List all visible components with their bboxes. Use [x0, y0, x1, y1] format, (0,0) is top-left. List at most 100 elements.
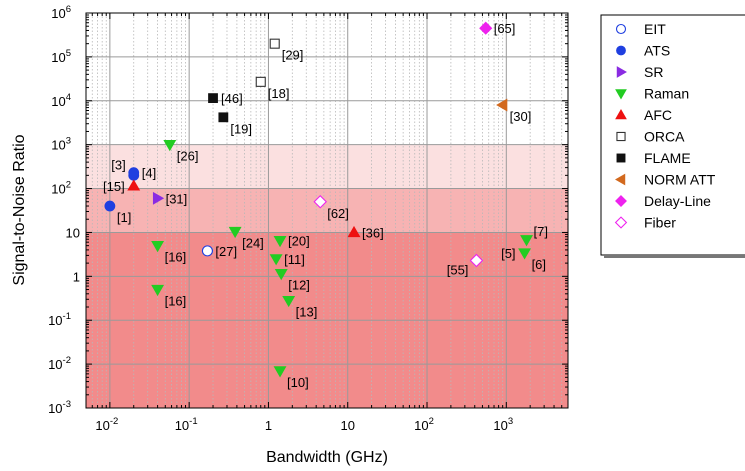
point-raman [273, 366, 287, 378]
y-tick-labels: 10-3 10-2 10-1 1 10 102 103 104 105 106 [48, 4, 80, 416]
point-annotation: [1] [117, 210, 131, 225]
point-eit [201, 245, 213, 257]
y-tick-label: 102 [51, 180, 71, 197]
point-annotation: [13] [296, 305, 318, 320]
legend-label-eit: EIT [644, 21, 666, 37]
y-tick-label: 105 [51, 48, 71, 65]
legend-label-flame: FLAME [644, 150, 691, 166]
point-flame [218, 112, 229, 123]
legend-marker-flame [616, 153, 626, 163]
point-annotation: [36] [362, 225, 384, 240]
legend-label-fiber: Fiber [644, 215, 676, 231]
point-raman [273, 236, 287, 248]
point-annotation: [10] [287, 375, 309, 390]
legend-marker-ats [616, 45, 626, 56]
point-raman [518, 248, 532, 260]
snr-band-1 [86, 188, 568, 233]
point-annotation: [27] [215, 244, 237, 259]
legend-marker-sr [616, 66, 627, 78]
point-raman [274, 269, 288, 281]
y-tick-label: 10-1 [48, 311, 71, 328]
point-annotation: [16] [165, 294, 187, 309]
point-annotation: [4] [142, 166, 156, 181]
legend-marker-raman [615, 89, 627, 100]
point-annotation: [19] [230, 121, 252, 136]
y-tick-label: 10-3 [48, 399, 71, 416]
point-annotation: [31] [166, 191, 188, 206]
point-annotation: [11] [284, 252, 305, 267]
point-annotation: [20] [288, 234, 310, 249]
legend-label-raman: Raman [644, 86, 689, 102]
point-raman [151, 241, 165, 253]
point-annotation: [65] [494, 21, 516, 36]
legend-marker-fiber [614, 216, 628, 229]
point-annotation: [7] [534, 224, 548, 239]
point-annotation: [18] [268, 86, 290, 101]
data-markers [104, 21, 533, 378]
legend-marker-eit [615, 23, 627, 35]
legend-label-norm-att: NORM ATT [644, 172, 716, 188]
point-afc [347, 225, 361, 238]
y-tick-label: 10-2 [48, 355, 71, 372]
point-annotation: [6] [532, 257, 546, 272]
point-sr [152, 191, 165, 205]
y-axis-label: Signal-to-Noise Ratio [11, 134, 28, 285]
point-ats [104, 200, 116, 212]
point-raman [269, 254, 283, 266]
x-tick-labels: 10-2 10-1 1 10 102 103 [95, 416, 513, 433]
point-fiber [313, 194, 328, 209]
x-tick-label: 10-1 [175, 416, 198, 433]
y-tick-label: 10 [66, 225, 80, 240]
point-raman [520, 235, 533, 247]
point-annotation: [12] [288, 278, 310, 293]
legend-label-afc: AFC [644, 107, 672, 123]
point-orca [269, 38, 280, 49]
point-raman [228, 226, 242, 239]
point-ats [128, 167, 140, 179]
point-annotation: [24] [242, 236, 264, 251]
point-annotation: [29] [282, 48, 304, 63]
axis-ticks [86, 12, 568, 409]
legend-label-sr: SR [644, 64, 663, 80]
point-annotation: [16] [165, 250, 187, 265]
x-tick-label: 10-2 [95, 416, 118, 433]
point-annotation: [62] [327, 206, 349, 221]
y-tick-label: 106 [51, 4, 71, 21]
point-orca [255, 76, 266, 87]
x-tick-label: 10 [340, 418, 354, 433]
legend-label-delay-line: Delay-Line [644, 193, 711, 209]
y-tick-label: 1 [73, 269, 80, 284]
point-annotation: [26] [177, 149, 199, 164]
x-tick-label: 103 [493, 416, 513, 433]
point-norm-att [496, 98, 508, 112]
point-annotation: [30] [510, 109, 532, 124]
legend-label-orca: ORCA [644, 129, 685, 145]
legend-marker-delay-line [615, 195, 627, 207]
point-annotation: [15] [103, 179, 125, 194]
point-afc [127, 179, 141, 191]
legend: EIT ATS SR Raman AFC ORCA FLAME NORM ATT Delay-L… [600, 14, 745, 258]
point-annotation: [46] [221, 91, 243, 106]
point-annotation: [5] [501, 246, 515, 261]
point-fiber [469, 253, 484, 268]
x-tick-label: 102 [414, 416, 434, 433]
grid-lines [86, 13, 568, 408]
legend-label-ats: ATS [644, 43, 670, 59]
snr-band-2 [86, 144, 568, 189]
point-flame [208, 93, 218, 104]
x-tick-label: 1 [265, 418, 272, 433]
point-annotation: [3] [111, 157, 125, 172]
legend-marker-orca [616, 131, 626, 142]
point-raman [163, 140, 177, 152]
y-tick-label: 104 [51, 92, 71, 109]
point-annotation: [55] [447, 262, 469, 277]
legend-marker-norm-att [615, 173, 626, 186]
y-tick-label: 103 [51, 136, 71, 153]
plot-frame [85, 12, 569, 409]
point-annotations: [27] [1] [3] [4] [31] [26] [16] [16] [24] [20] [11… [103, 21, 548, 390]
point-delay-line [479, 21, 493, 35]
point-raman [282, 295, 296, 308]
point-raman [151, 284, 165, 297]
legend-marker-afc [615, 109, 627, 120]
